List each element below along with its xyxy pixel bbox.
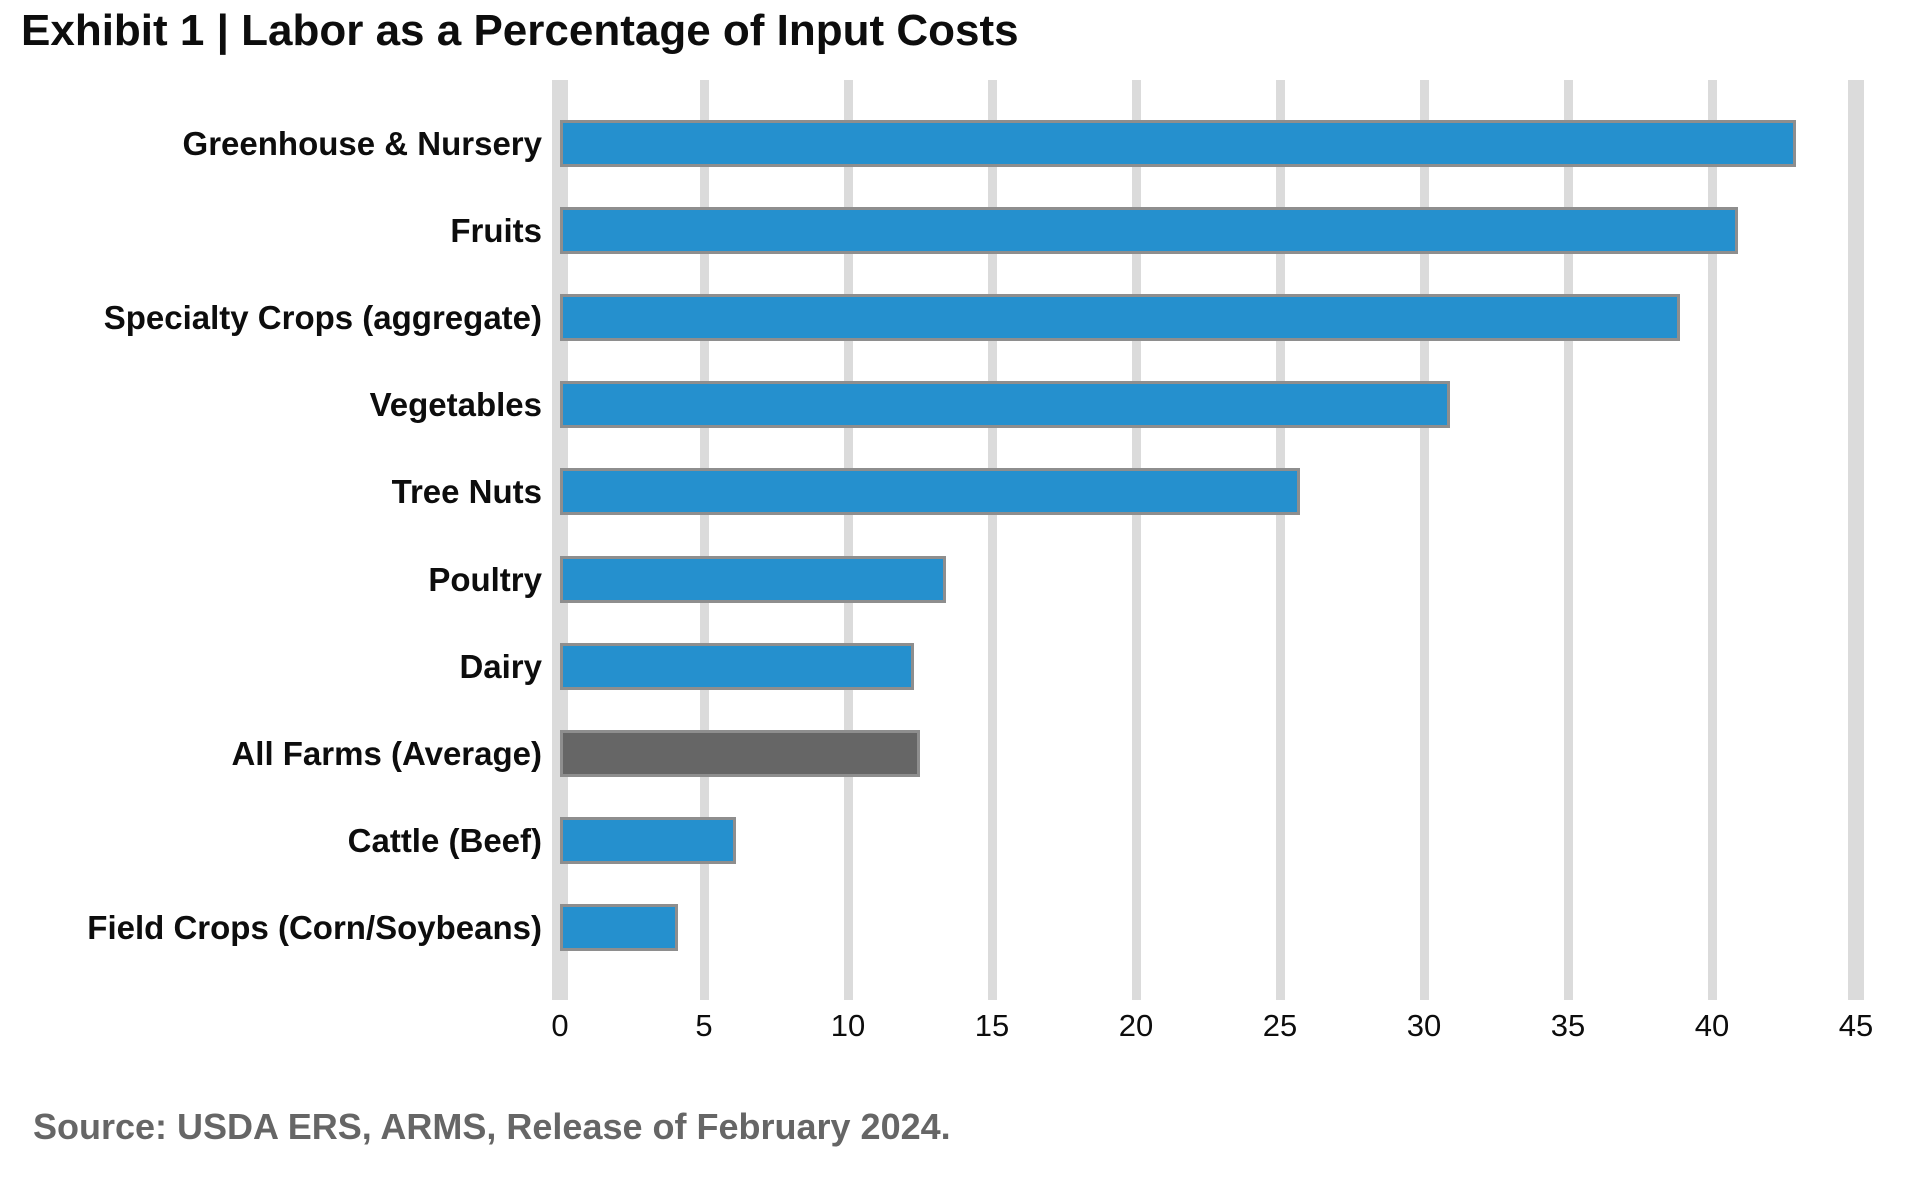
- bar-fruits: [560, 207, 1738, 255]
- bar-cattle-beef: [560, 816, 736, 864]
- bar-dairy: [560, 642, 914, 690]
- x-tick-label: 40: [1694, 1008, 1730, 1043]
- category-label-vegetables: Vegetables: [369, 386, 542, 424]
- bar-greenhouse-nursery: [560, 120, 1796, 167]
- gridline-20: [1131, 80, 1141, 1000]
- gridline-25: [1275, 80, 1285, 1000]
- gridline-5: [699, 80, 709, 1000]
- category-label-field-crops-corn-soybeans: Field Crops (Corn/Soybeans): [87, 908, 542, 946]
- x-tick-label: 25: [1262, 1008, 1298, 1043]
- source-note: Source: USDA ERS, ARMS, Release of Febru…: [33, 1106, 951, 1147]
- x-tick-label: 30: [1406, 1008, 1442, 1043]
- category-label-fruits: Fruits: [450, 212, 542, 250]
- x-tick-label: 15: [974, 1008, 1010, 1043]
- gridline-30: [1419, 80, 1429, 1000]
- gridline-15: [987, 80, 997, 1000]
- x-tick-label: 10: [830, 1008, 866, 1043]
- bar-all-farms-average: [560, 729, 920, 777]
- x-tick-label: 45: [1838, 1008, 1874, 1043]
- category-label-greenhouse-nursery: Greenhouse & Nursery: [182, 125, 542, 162]
- bar-tree-nuts: [560, 468, 1300, 516]
- x-tick-label: 20: [1118, 1008, 1154, 1043]
- bar-specialty-crops-aggregate: [560, 294, 1680, 342]
- chart-title: Exhibit 1 | Labor as a Percentage of Inp…: [21, 6, 1019, 55]
- category-label-dairy: Dairy: [459, 647, 542, 685]
- category-label-cattle-beef: Cattle (Beef): [347, 821, 542, 859]
- category-label-tree-nuts: Tree Nuts: [391, 473, 542, 511]
- gridline-35: [1563, 80, 1573, 1000]
- x-tick-label: 35: [1550, 1008, 1586, 1043]
- x-tick-label: 5: [695, 1008, 713, 1043]
- bar-poultry: [560, 555, 946, 603]
- category-label-specialty-crops-aggregate: Specialty Crops (aggregate): [103, 299, 542, 337]
- bar-field-crops-corn-soybeans: [560, 903, 678, 951]
- category-label-all-farms-average: All Farms (Average): [231, 734, 542, 772]
- gridline-40: [1707, 80, 1717, 1000]
- category-label-poultry: Poultry: [428, 560, 542, 598]
- gridline-10: [843, 80, 853, 1000]
- bar-vegetables: [560, 381, 1450, 429]
- gridline-45: [1848, 80, 1864, 1000]
- x-tick-label: 0: [551, 1008, 569, 1043]
